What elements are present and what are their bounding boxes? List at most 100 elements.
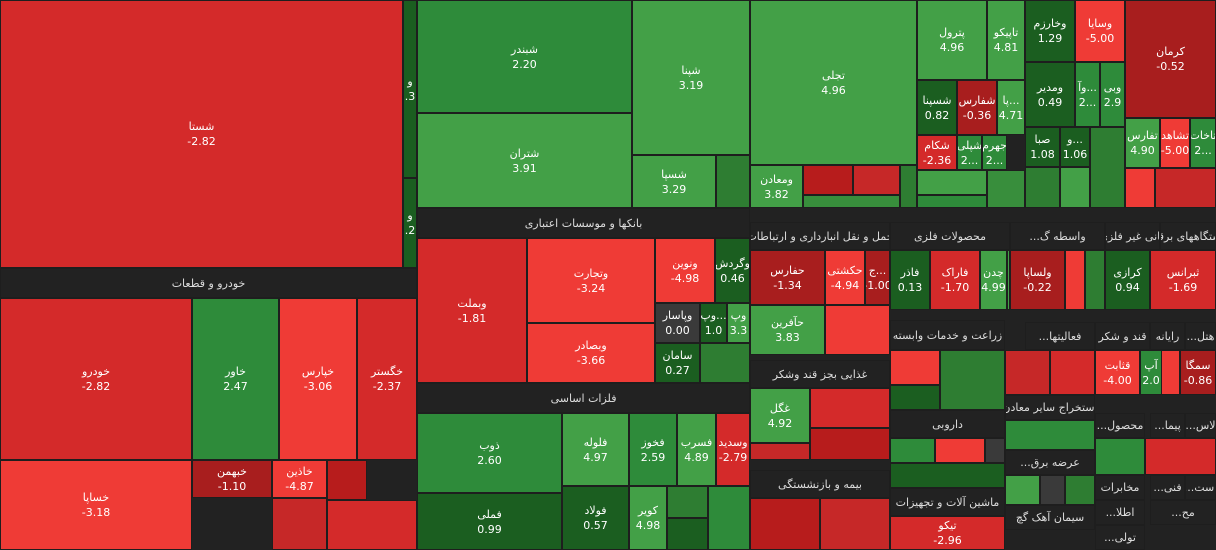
sector-header: مخابرات xyxy=(1095,475,1145,500)
stock-tile[interactable]: قثابت -4.00 xyxy=(1095,350,1140,395)
stock-tile[interactable]: وخارزم 1.29 xyxy=(1025,0,1075,62)
filler-tile xyxy=(1050,350,1095,395)
stock-change: 0.49 xyxy=(1037,95,1063,109)
filler-tile xyxy=(803,195,900,208)
stock-tile[interactable]: ج...-1.00 xyxy=(865,250,890,305)
stock-tile[interactable]: تاپیکو 4.81 xyxy=(987,0,1025,80)
stock-tile[interactable]: کرمان -0.52 xyxy=(1125,0,1216,118)
stock-tile[interactable]: وتجارت -3.24 xyxy=(527,238,655,323)
stock-tile[interactable]: شپنا 3.19 xyxy=(632,0,750,155)
filler-tile xyxy=(900,165,917,208)
stock-tile[interactable]: فاذر 0.13 xyxy=(890,250,930,310)
stock-tile[interactable]: سمگا -0.86 xyxy=(1180,350,1216,395)
stock-symbol: خاور xyxy=(225,365,246,378)
stock-tile[interactable]: خگستر -2.37 xyxy=(357,298,417,460)
stock-tile[interactable]: ومدیر 0.49 xyxy=(1025,62,1075,127)
filler-tile xyxy=(1085,250,1105,310)
stock-change: -0.36 xyxy=(962,108,992,122)
filler-tile xyxy=(985,438,1005,463)
stock-tile[interactable]: کویر 4.98 xyxy=(629,486,667,550)
stock-tile[interactable]: جهرم 2... xyxy=(982,135,1007,170)
stock-tile[interactable]: وبی 2.9 xyxy=(1100,62,1125,127)
stock-tile[interactable]: پا... 4.71 xyxy=(997,80,1025,135)
stock-tile[interactable]: تشاهد -5.00 xyxy=(1160,118,1190,168)
stock-tile[interactable]: تاخات 2... xyxy=(1190,118,1216,168)
stock-change: -1.69 xyxy=(1168,281,1198,294)
stock-tile[interactable]: تفارس 4.90 xyxy=(1125,118,1160,168)
sector-header: عرضه برق... xyxy=(1005,450,1095,475)
filler-tile xyxy=(890,438,935,463)
stock-tile[interactable]: سامان 0.27 xyxy=(655,343,700,383)
sector-header: زراعت و خدمات وابسته xyxy=(890,320,1005,350)
stock-tile[interactable]: شپلی 2... xyxy=(957,135,982,170)
stock-tile[interactable]: وسدید -2.79 xyxy=(716,413,750,486)
stock-tile[interactable]: حآفرین 3.83 xyxy=(750,305,825,355)
stock-tile[interactable]: شبندر 2.20 xyxy=(417,0,632,113)
stock-tile[interactable]: وپ... 1.0 xyxy=(700,303,727,343)
stock-tile[interactable]: شتران 3.91 xyxy=(417,113,632,208)
stock-symbol: تشاهد xyxy=(1161,129,1189,142)
stock-tile[interactable]: وپ 3.3 xyxy=(727,303,750,343)
stock-change: -1.70 xyxy=(940,281,970,294)
stock-tile[interactable]: تیکو -2.96 xyxy=(890,516,1005,550)
stock-tile[interactable]: تجلی 4.96 xyxy=(750,0,917,165)
stock-tile[interactable]: فولاد 0.57 xyxy=(562,486,629,550)
stock-symbol: فملی xyxy=(477,507,502,521)
stock-tile[interactable]: ونوین -4.98 xyxy=(655,238,715,303)
stock-tile[interactable]: وسایا -5.00 xyxy=(1075,0,1125,62)
stock-tile[interactable]: غگل 4.92 xyxy=(750,388,810,443)
stock-tile[interactable]: خودرو -2.82 xyxy=(0,298,192,460)
stock-tile[interactable]: پترول 4.96 xyxy=(917,0,987,80)
sector-header: داروبی xyxy=(890,410,1005,438)
stock-tile[interactable]: خساپا -3.18 xyxy=(0,460,192,550)
stock-tile[interactable]: صبا 1.08 xyxy=(1025,127,1060,167)
stock-tile[interactable]: خاذین -4.87 xyxy=(272,460,327,498)
stock-tile[interactable]: خاور 2.47 xyxy=(192,298,279,460)
stock-tile[interactable]: و... 1.06 xyxy=(1060,127,1090,167)
stock-tile[interactable]: شکام -2.36 xyxy=(917,135,957,170)
stock-tile[interactable]: فخوز 2.59 xyxy=(629,413,677,486)
stock-tile[interactable]: فملی 0.99 xyxy=(417,493,562,550)
stock-change: 2.47 xyxy=(223,380,248,393)
stock-tile[interactable]: وبصادر -3.66 xyxy=(527,323,655,383)
stock-tile[interactable]: آپ 2.0 xyxy=(1140,350,1162,395)
stock-tile[interactable]: خبهمن -1.10 xyxy=(192,460,272,498)
stock-symbol: آپ xyxy=(1144,358,1158,372)
stock-tile[interactable]: ولساپا -0.22 xyxy=(1010,250,1065,310)
stock-symbol: ثبرانس xyxy=(1166,266,1200,279)
stock-tile[interactable]: حفارس -1.34 xyxy=(750,250,825,305)
stock-tile[interactable]: چدن 4.99 xyxy=(980,250,1007,310)
stock-tile[interactable]: شسپنا 0.82 xyxy=(917,80,957,135)
stock-tile[interactable]: شفارس -0.36 xyxy=(957,80,997,135)
stock-tile[interactable]: فلوله 4.97 xyxy=(562,413,629,486)
stock-tile[interactable]: و .2 xyxy=(403,178,417,268)
stock-tile[interactable]: ثبرانس -1.69 xyxy=(1150,250,1216,310)
stock-tile[interactable]: حکشتی -4.94 xyxy=(825,250,865,305)
stock-tile[interactable]: وبملت -1.81 xyxy=(417,238,527,383)
stock-tile[interactable]: کرازی 0.94 xyxy=(1105,250,1150,310)
stock-tile[interactable]: و .3 xyxy=(403,0,417,178)
stock-tile[interactable]: وپاسار 0.00 xyxy=(655,303,700,343)
stock-tile[interactable]: ذوب 2.60 xyxy=(417,413,562,493)
sector-header: است... xyxy=(1185,475,1216,500)
stock-symbol: ومعادن xyxy=(760,172,793,186)
stock-tile[interactable]: وگردش 0.46 xyxy=(715,238,750,303)
stock-symbol: غگل xyxy=(769,401,791,415)
stock-symbol: کرمان xyxy=(1156,45,1185,58)
stock-tile[interactable]: ومعادن 3.82 xyxy=(750,165,803,208)
stock-tile[interactable]: شستا -2.82 xyxy=(0,0,403,268)
filler-tile xyxy=(940,350,1005,410)
stock-tile[interactable]: وآ... 2... xyxy=(1075,62,1100,127)
stock-tile[interactable]: خپارس -3.06 xyxy=(279,298,357,460)
stock-symbol: خگستر xyxy=(370,365,404,378)
stock-change: .3 xyxy=(404,90,416,103)
stock-tile[interactable]: فسرب 4.89 xyxy=(677,413,716,486)
filler-tile xyxy=(1145,438,1216,475)
stock-symbol: وبی xyxy=(1103,80,1122,94)
stock-tile[interactable]: فاراک -1.70 xyxy=(930,250,980,310)
stock-change: 0.00 xyxy=(665,324,690,337)
stock-tile[interactable]: شسپا 3.29 xyxy=(632,155,716,208)
filler-tile xyxy=(890,463,1005,488)
filler-tile xyxy=(810,388,890,428)
stock-symbol: خبهمن xyxy=(217,465,247,478)
